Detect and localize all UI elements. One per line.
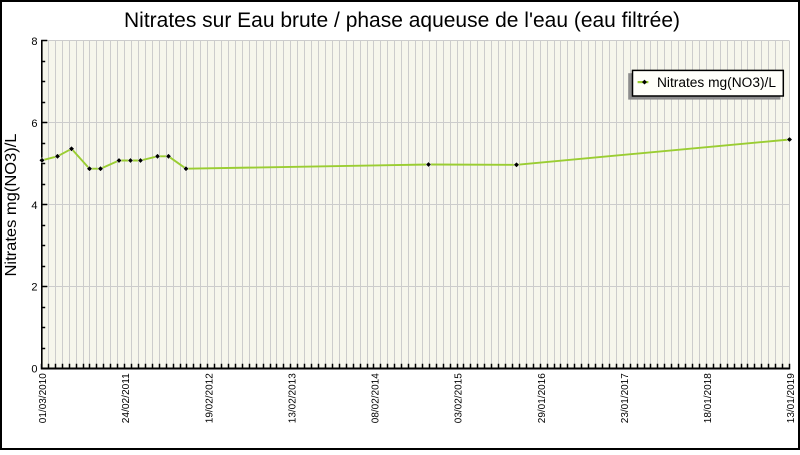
svg-text:Nitrates mg(NO3)/L: Nitrates mg(NO3)/L <box>3 133 20 276</box>
svg-text:0: 0 <box>31 364 37 376</box>
svg-text:13/01/2019: 13/01/2019 <box>786 373 797 423</box>
svg-text:Nitrates sur Eau brute / phase: Nitrates sur Eau brute / phase aqueuse d… <box>124 9 680 32</box>
svg-text:08/02/2014: 08/02/2014 <box>371 373 382 423</box>
svg-text:6: 6 <box>31 118 37 130</box>
svg-text:18/01/2018: 18/01/2018 <box>703 373 714 423</box>
svg-text:Nitrates mg(NO3)/L: Nitrates mg(NO3)/L <box>657 75 776 90</box>
svg-text:2: 2 <box>31 282 37 294</box>
svg-text:29/01/2016: 29/01/2016 <box>537 373 548 423</box>
svg-text:01/03/2010: 01/03/2010 <box>38 373 49 423</box>
svg-text:23/01/2017: 23/01/2017 <box>620 373 631 423</box>
svg-text:8: 8 <box>31 36 37 48</box>
svg-text:13/02/2013: 13/02/2013 <box>287 373 298 423</box>
svg-text:24/02/2011: 24/02/2011 <box>121 373 132 423</box>
svg-text:4: 4 <box>31 200 37 212</box>
svg-text:19/02/2012: 19/02/2012 <box>204 373 215 423</box>
svg-text:03/02/2015: 03/02/2015 <box>454 373 465 423</box>
